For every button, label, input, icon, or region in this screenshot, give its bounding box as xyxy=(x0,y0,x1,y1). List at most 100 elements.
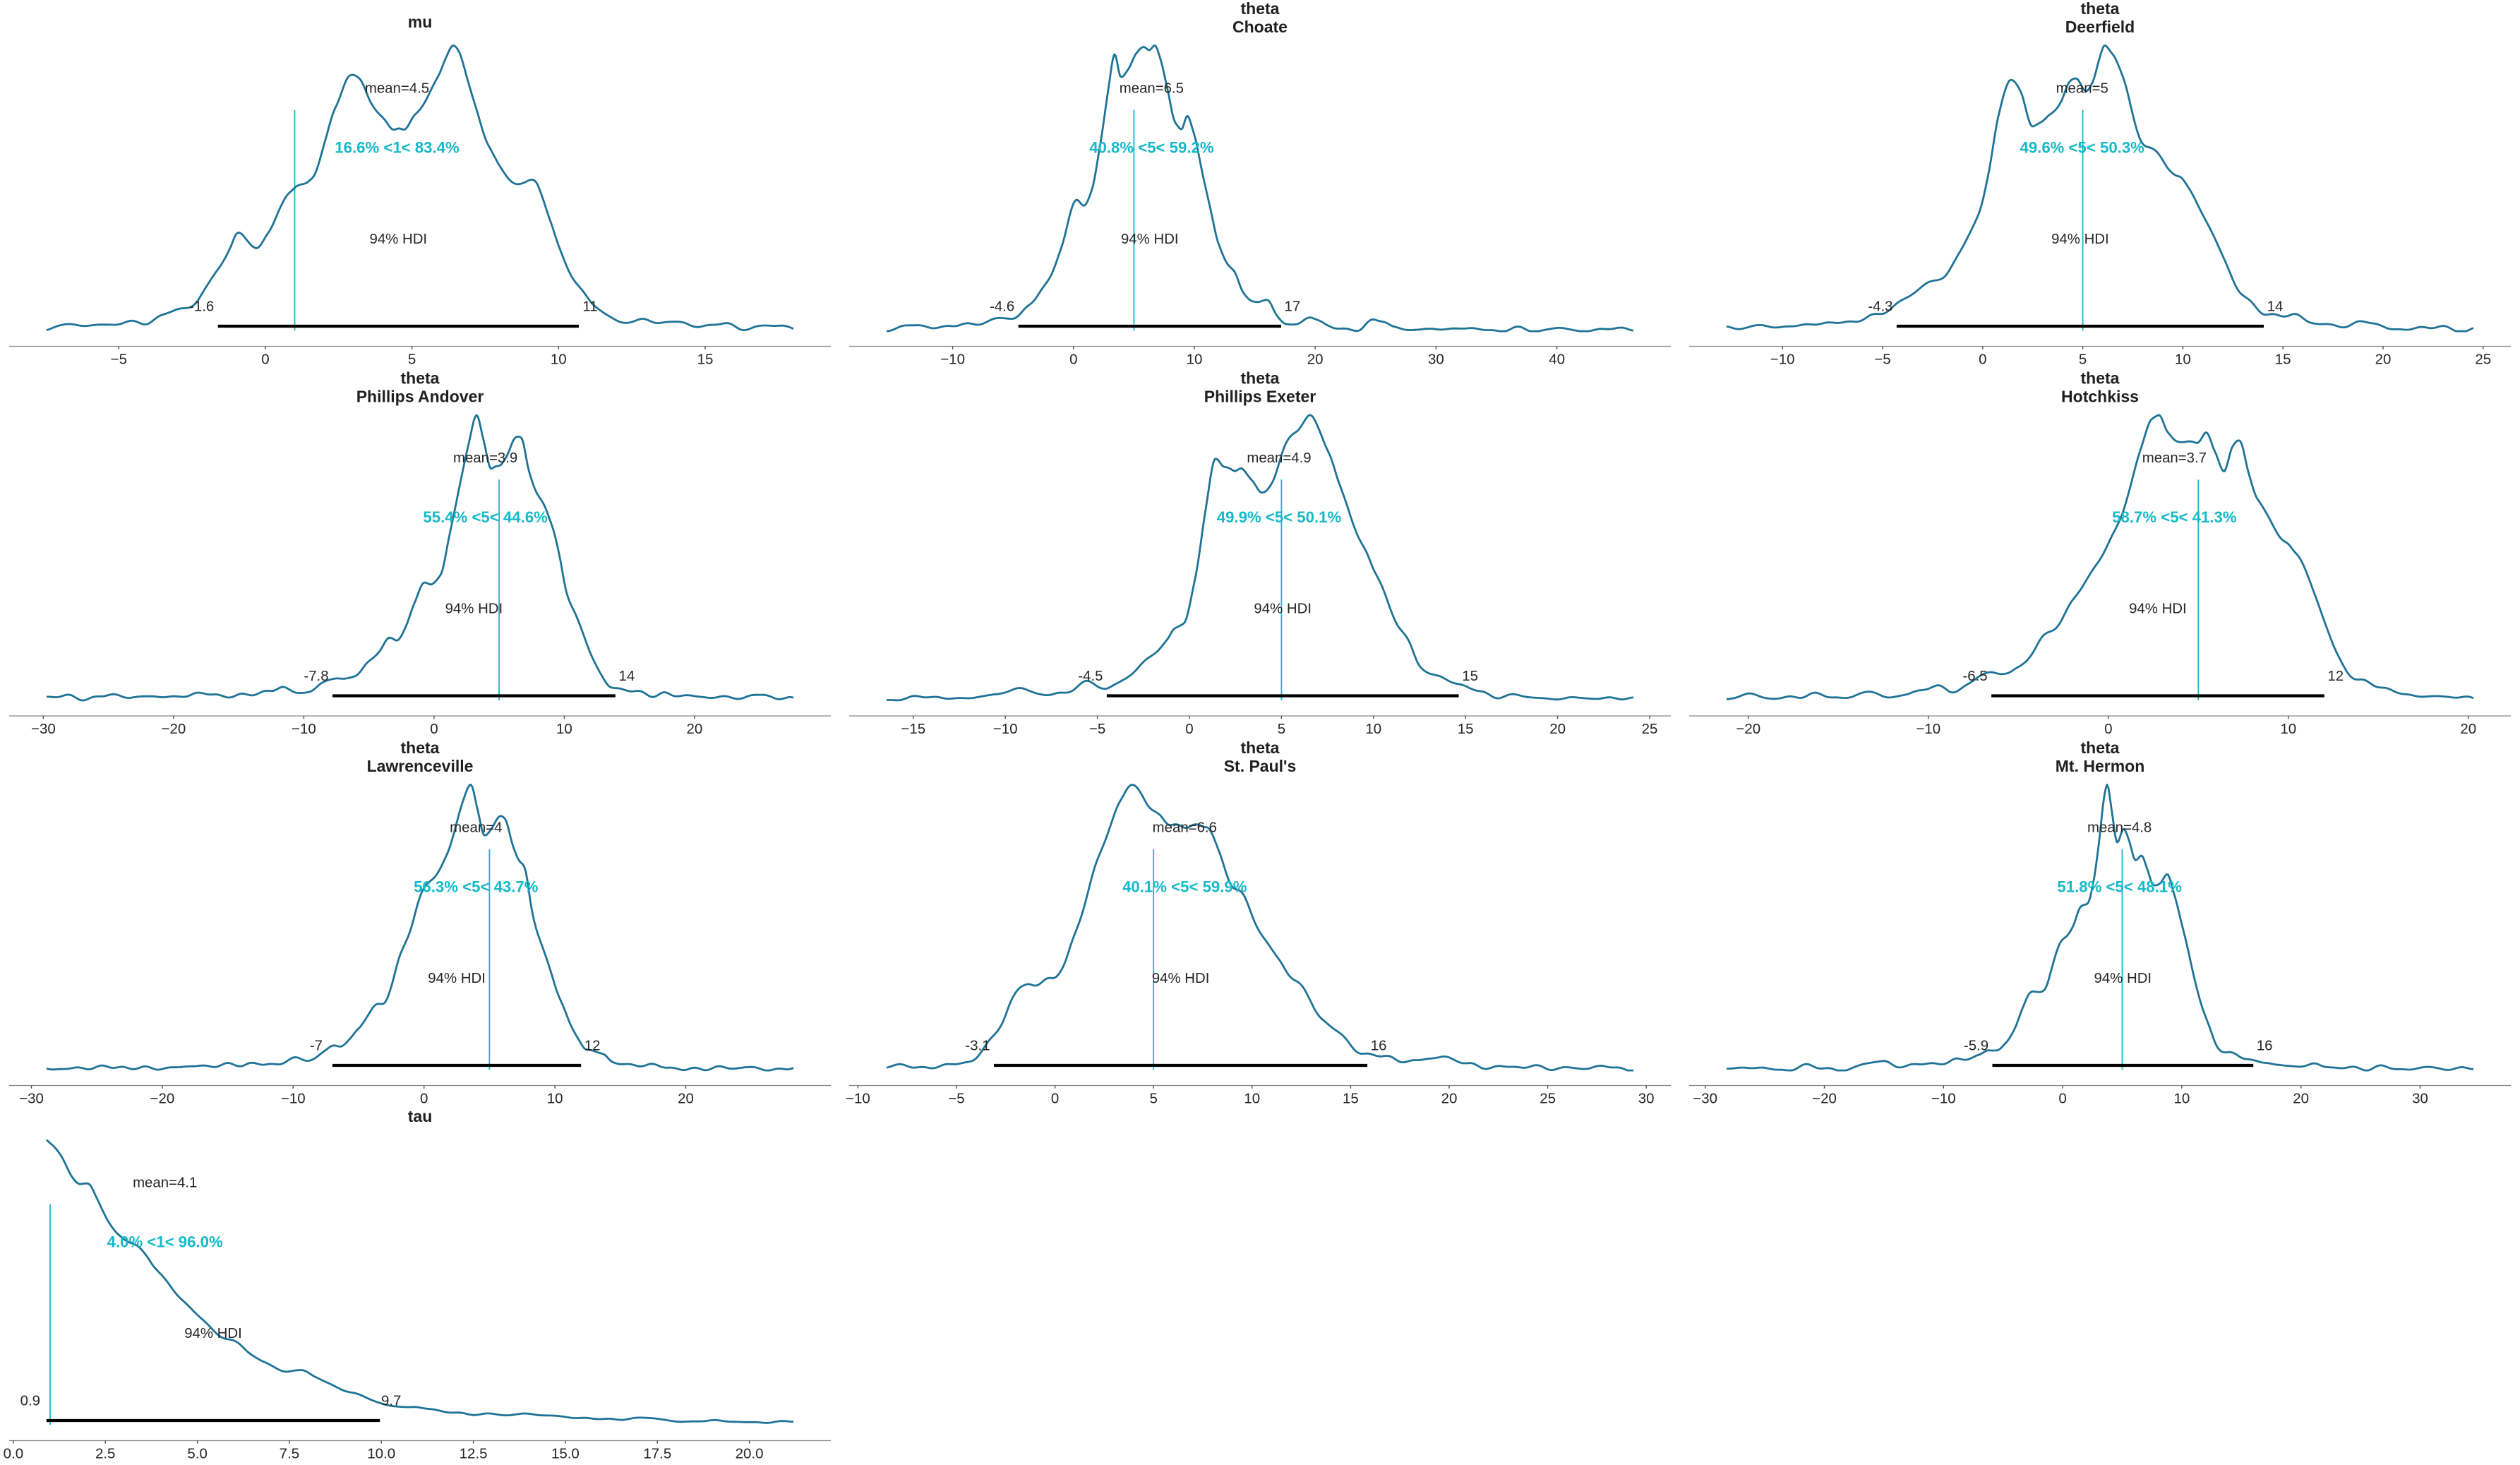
svg-text:94% HDI: 94% HDI xyxy=(428,971,486,986)
svg-text:5: 5 xyxy=(1278,721,1285,737)
svg-text:10: 10 xyxy=(556,721,572,737)
svg-text:−10: −10 xyxy=(281,1091,306,1107)
svg-text:mean=4: mean=4 xyxy=(450,820,502,836)
svg-text:20.0: 20.0 xyxy=(736,1446,764,1462)
svg-text:20: 20 xyxy=(2293,1091,2309,1107)
svg-text:theta: theta xyxy=(2081,0,2120,18)
svg-text:−20: −20 xyxy=(162,721,186,737)
svg-text:−5: −5 xyxy=(948,1091,964,1107)
svg-text:15: 15 xyxy=(1458,721,1474,737)
svg-text:40: 40 xyxy=(1549,352,1565,368)
svg-text:−10: −10 xyxy=(1931,1091,1956,1107)
svg-text:0: 0 xyxy=(2104,721,2112,737)
svg-text:10: 10 xyxy=(551,352,567,368)
svg-text:14: 14 xyxy=(619,669,635,684)
svg-text:17.5: 17.5 xyxy=(643,1446,671,1462)
svg-text:0: 0 xyxy=(420,1091,428,1107)
svg-text:30: 30 xyxy=(1428,352,1444,368)
svg-text:12: 12 xyxy=(584,1039,601,1054)
svg-text:tau: tau xyxy=(408,1107,433,1125)
svg-text:30: 30 xyxy=(2412,1091,2428,1107)
svg-text:-7: -7 xyxy=(310,1039,323,1054)
svg-text:−30: −30 xyxy=(1693,1091,1717,1107)
svg-text:St. Paul's: St. Paul's xyxy=(1224,757,1297,775)
svg-text:Phillips Andover: Phillips Andover xyxy=(356,387,484,405)
svg-text:−10: −10 xyxy=(292,721,316,737)
svg-text:theta: theta xyxy=(2081,739,2120,757)
svg-text:7.5: 7.5 xyxy=(280,1446,300,1462)
svg-text:-3.1: -3.1 xyxy=(965,1039,990,1054)
svg-text:56.3% <5< 43.7%: 56.3% <5< 43.7% xyxy=(414,878,539,896)
svg-text:0: 0 xyxy=(430,721,438,737)
svg-text:20: 20 xyxy=(2460,721,2476,737)
svg-text:40.8% <5< 59.2%: 40.8% <5< 59.2% xyxy=(1089,139,1214,157)
svg-text:mean=4.8: mean=4.8 xyxy=(2087,820,2152,836)
svg-text:-7.8: -7.8 xyxy=(304,669,328,684)
svg-text:Phillips Exeter: Phillips Exeter xyxy=(1204,387,1316,405)
svg-text:−10: −10 xyxy=(1770,352,1795,368)
svg-text:10: 10 xyxy=(1244,1091,1260,1107)
svg-text:5: 5 xyxy=(1149,1091,1157,1107)
svg-text:mean=4.5: mean=4.5 xyxy=(365,81,429,97)
svg-text:mean=4.9: mean=4.9 xyxy=(1247,450,1311,466)
svg-text:mean=6.5: mean=6.5 xyxy=(1120,81,1184,97)
svg-text:14: 14 xyxy=(2267,299,2284,315)
svg-text:−20: −20 xyxy=(1736,721,1760,737)
svg-text:0: 0 xyxy=(261,352,269,368)
svg-text:94% HDI: 94% HDI xyxy=(370,232,428,247)
svg-text:20: 20 xyxy=(2375,352,2392,368)
svg-text:10: 10 xyxy=(2173,1091,2190,1107)
svg-text:20: 20 xyxy=(1549,721,1566,737)
svg-text:10: 10 xyxy=(1187,352,1203,368)
svg-text:94% HDI: 94% HDI xyxy=(445,602,503,617)
svg-text:-5.9: -5.9 xyxy=(1964,1039,1988,1054)
svg-text:94% HDI: 94% HDI xyxy=(184,1326,242,1341)
svg-text:5.0: 5.0 xyxy=(187,1446,208,1462)
svg-text:theta: theta xyxy=(1241,369,1280,387)
svg-text:Deerfield: Deerfield xyxy=(2065,18,2135,36)
svg-text:49.9% <5< 50.1%: 49.9% <5< 50.1% xyxy=(1217,508,1342,526)
svg-text:20: 20 xyxy=(1441,1091,1458,1107)
svg-text:10: 10 xyxy=(547,1091,563,1107)
svg-text:94% HDI: 94% HDI xyxy=(1121,232,1179,247)
svg-text:−10: −10 xyxy=(846,1091,870,1107)
svg-text:Choate: Choate xyxy=(1232,18,1288,36)
svg-text:mean=3.7: mean=3.7 xyxy=(2142,450,2207,466)
svg-text:12: 12 xyxy=(2327,669,2344,684)
svg-text:15.0: 15.0 xyxy=(551,1446,580,1462)
svg-text:94% HDI: 94% HDI xyxy=(2094,971,2152,986)
svg-text:25: 25 xyxy=(1642,721,1658,737)
svg-text:0: 0 xyxy=(2058,1091,2066,1107)
svg-text:15: 15 xyxy=(2275,352,2291,368)
svg-text:16.6% <1< 83.4%: 16.6% <1< 83.4% xyxy=(335,139,460,157)
svg-text:Hotchkiss: Hotchkiss xyxy=(2061,387,2139,405)
svg-text:-4.6: -4.6 xyxy=(990,299,1014,315)
svg-text:−10: −10 xyxy=(993,721,1018,737)
svg-text:10.0: 10.0 xyxy=(367,1446,395,1462)
svg-text:theta: theta xyxy=(2081,369,2120,387)
svg-text:0: 0 xyxy=(1979,352,1986,368)
svg-text:49.6% <5< 50.3%: 49.6% <5< 50.3% xyxy=(2020,139,2144,157)
svg-text:0: 0 xyxy=(1185,721,1193,737)
svg-text:-1.6: -1.6 xyxy=(189,299,214,315)
svg-text:25: 25 xyxy=(1540,1091,1556,1107)
svg-text:mean=3.9: mean=3.9 xyxy=(453,450,517,466)
svg-text:20: 20 xyxy=(686,721,702,737)
svg-text:2.5: 2.5 xyxy=(95,1446,116,1462)
svg-text:17: 17 xyxy=(1285,299,1301,315)
svg-text:-6.5: -6.5 xyxy=(1963,669,1988,684)
svg-text:theta: theta xyxy=(1241,0,1280,18)
svg-text:0: 0 xyxy=(1069,352,1077,368)
svg-text:mean=5: mean=5 xyxy=(2056,81,2108,97)
svg-text:Lawrenceville: Lawrenceville xyxy=(367,757,474,775)
svg-text:20: 20 xyxy=(1307,352,1324,368)
svg-text:0.0: 0.0 xyxy=(4,1446,24,1462)
svg-text:16: 16 xyxy=(1371,1039,1387,1054)
svg-text:94% HDI: 94% HDI xyxy=(1152,971,1210,986)
svg-text:12.5: 12.5 xyxy=(460,1446,488,1462)
svg-text:10: 10 xyxy=(2280,721,2296,737)
svg-text:58.7% <5< 41.3%: 58.7% <5< 41.3% xyxy=(2112,508,2237,526)
svg-text:−10: −10 xyxy=(940,352,965,368)
svg-text:theta: theta xyxy=(401,369,440,387)
svg-text:−10: −10 xyxy=(1916,721,1940,737)
